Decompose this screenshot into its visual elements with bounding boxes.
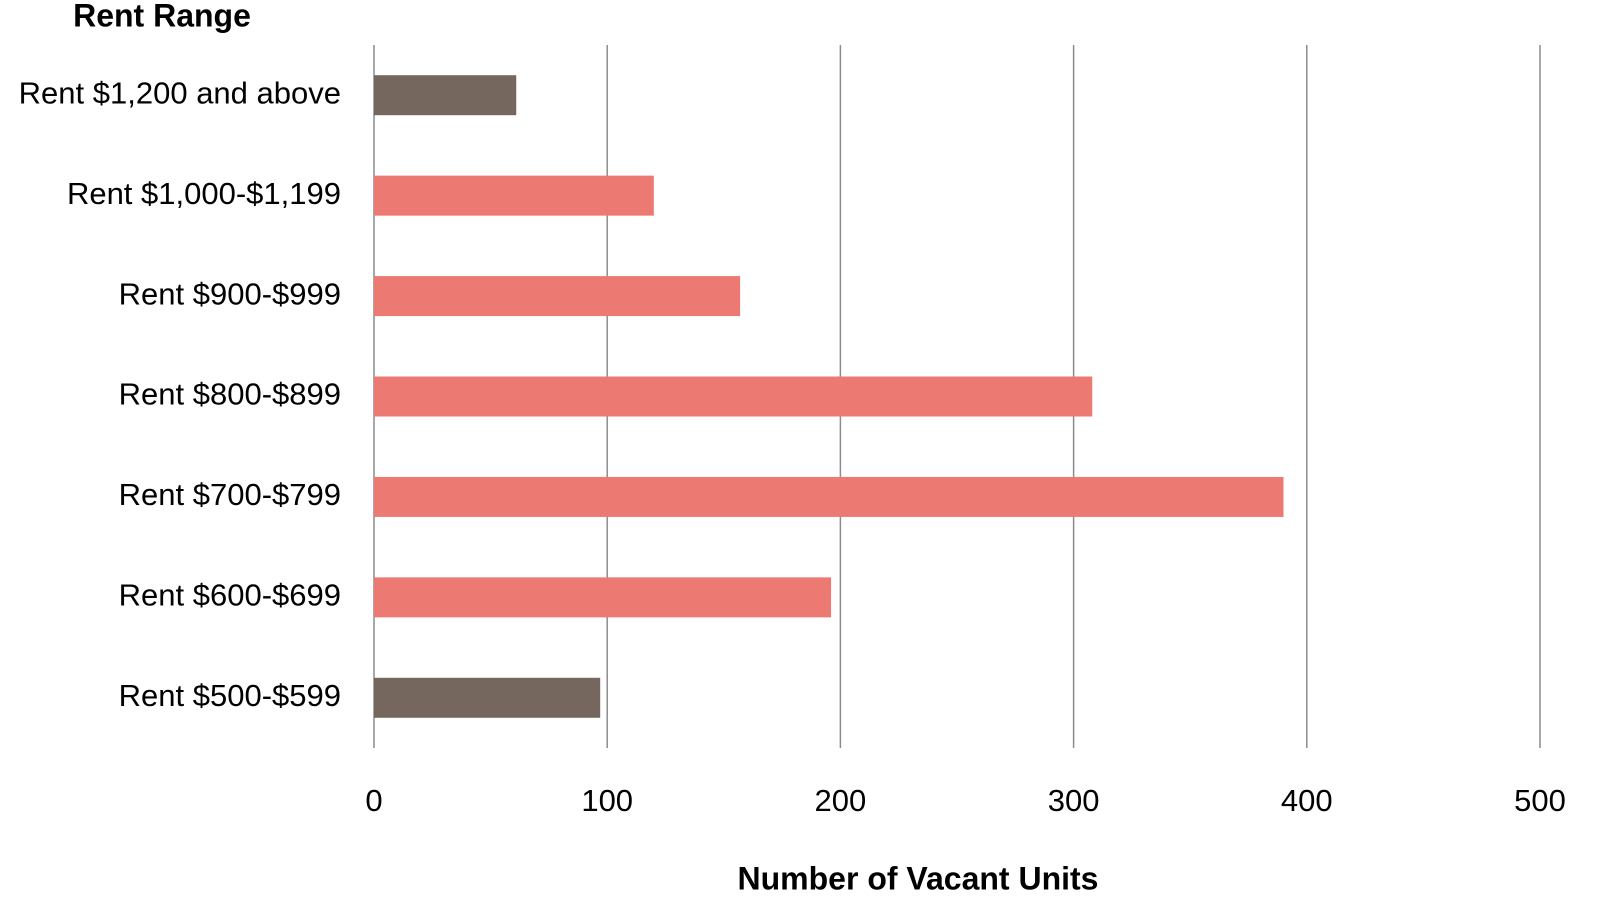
x-tick-label: 500 — [1514, 783, 1566, 818]
bar — [374, 175, 654, 216]
y-tick-label: Rent $1,000-$1,199 — [67, 176, 341, 211]
x-axis-title: Number of Vacant Units — [738, 860, 1099, 896]
y-tick-label: Rent $500-$599 — [119, 678, 341, 713]
y-tick-label: Rent $700-$799 — [119, 477, 341, 512]
y-tick-label: Rent $900-$999 — [119, 276, 341, 311]
bar — [374, 376, 1093, 417]
bar — [374, 677, 601, 718]
bar — [374, 276, 741, 317]
bar — [374, 75, 517, 116]
y-tick-label: Rent $1,200 and above — [19, 75, 341, 110]
bar — [374, 476, 1284, 517]
x-tick-label: 0 — [365, 783, 382, 818]
x-tick-label: 200 — [815, 783, 867, 818]
bar — [374, 577, 832, 618]
y-tick-label: Rent $600-$699 — [119, 578, 341, 613]
x-tick-label: 100 — [581, 783, 633, 818]
x-tick-label: 300 — [1048, 783, 1100, 818]
y-tick-label: Rent $800-$899 — [119, 377, 341, 412]
x-tick-label: 400 — [1281, 783, 1333, 818]
y-axis-title: Rent Range — [73, 0, 251, 33]
